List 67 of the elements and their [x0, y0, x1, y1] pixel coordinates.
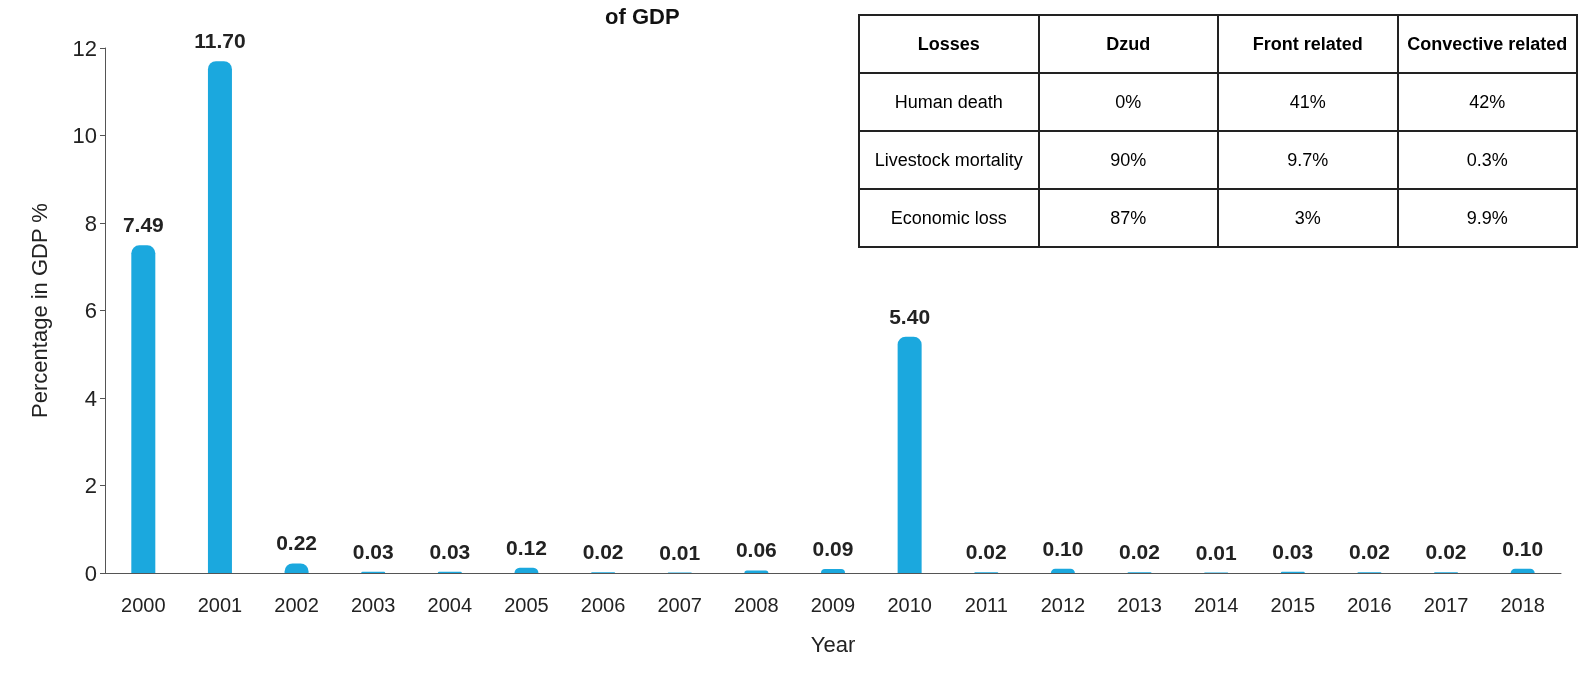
x-tick-label: 2009 — [810, 594, 856, 616]
text: 9.7% — [1287, 149, 1329, 170]
data-label: 0.01 — [1195, 540, 1237, 564]
text: 87% — [1110, 207, 1147, 228]
legend-title: Losses — [859, 15, 1039, 73]
y-tick-label: 0 — [84, 560, 97, 586]
category-label: Livestock mortality — [874, 149, 1023, 170]
x-tick-label: 2012 — [1040, 594, 1086, 616]
data-label: 0.10 — [1502, 536, 1544, 560]
category-label: Economic loss — [890, 207, 1007, 228]
x-tick-label: 2003 — [350, 594, 396, 616]
data-label: 0.02 — [965, 540, 1007, 564]
data-label: 0.09 — [812, 537, 854, 561]
data-label: 0.03 — [1272, 539, 1314, 563]
data-label: 0.03 — [429, 539, 471, 563]
data-label: 11.70 — [194, 29, 246, 53]
y-tick-label: 12 — [72, 35, 97, 61]
y-axis-title: Percentage in GDP % — [26, 203, 52, 418]
category-label: Dzud — [1038, 15, 1218, 73]
bar — [207, 61, 232, 573]
x-tick-label: 2005 — [504, 594, 549, 616]
data-label: 0.02 — [1119, 540, 1160, 564]
data-label: 0.02 — [1425, 540, 1467, 564]
data-label: 7.49 — [122, 213, 164, 237]
x-tick-label: 2000 — [121, 594, 166, 616]
x-axis-title: Year — [810, 631, 856, 657]
x-tick-label: 2011 — [964, 594, 1008, 616]
data-label: 0.02 — [1348, 540, 1390, 564]
y-tick-label: 8 — [84, 210, 97, 236]
text: 90% — [1110, 149, 1147, 170]
data-label: 0.12 — [506, 535, 547, 559]
data-label: 0.03 — [352, 539, 394, 563]
text: 3% — [1294, 207, 1321, 228]
x-tick-label: 2017 — [1423, 594, 1469, 616]
data-label: 0.22 — [276, 531, 318, 555]
x-tick-label: 2018 — [1500, 594, 1545, 616]
data-label: 5.40 — [889, 304, 931, 328]
text: 42% — [1469, 91, 1506, 112]
text: 0.3% — [1466, 149, 1508, 170]
x-tick-label: 2007 — [657, 594, 702, 616]
y-tick-label: 2 — [84, 473, 97, 498]
x-tick-label: 2010 — [887, 594, 932, 616]
x-tick-label: 2002 — [274, 594, 319, 616]
data-label: 0.10 — [1042, 536, 1084, 560]
x-tick-label: 2008 — [734, 594, 779, 616]
data-label: 0.02 — [582, 540, 624, 564]
y-tick-label: 6 — [84, 298, 97, 323]
bar — [897, 336, 922, 573]
text: 41% — [1289, 91, 1326, 112]
bar — [131, 245, 156, 573]
x-tick-label: 2001 — [197, 594, 243, 616]
chart-title: of GDP — [605, 3, 680, 29]
x-tick-label: 2006 — [580, 594, 626, 616]
category-label: Convective related — [1397, 15, 1577, 73]
x-tick-label: 2016 — [1347, 594, 1392, 616]
data-label: 0.01 — [659, 540, 701, 564]
x-tick-label: 2004 — [427, 594, 473, 616]
x-tick-label: 2015 — [1270, 594, 1316, 616]
x-tick-label: 2013 — [1117, 594, 1162, 616]
category-label: Human death — [894, 91, 1003, 112]
text: 9.9% — [1466, 207, 1508, 228]
y-tick-label: 4 — [84, 385, 97, 411]
category-label: Front related — [1218, 15, 1398, 73]
text: 0% — [1115, 91, 1142, 112]
y-tick-label: 10 — [72, 123, 97, 148]
x-tick-label: 2014 — [1193, 594, 1239, 616]
data-label: 0.06 — [735, 538, 777, 562]
